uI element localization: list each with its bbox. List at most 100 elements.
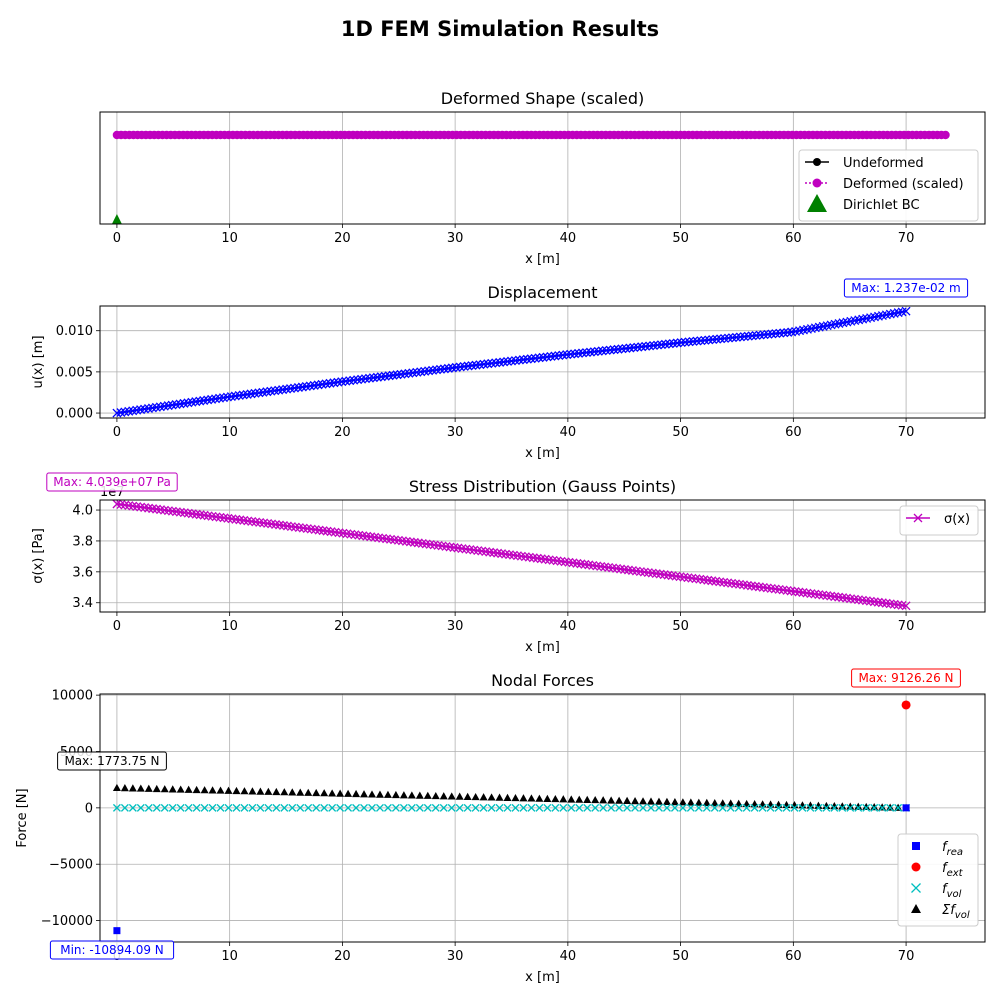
- sum-vol-force-point: [567, 795, 576, 803]
- displacement-point: [901, 306, 911, 316]
- annotation-box: [843, 278, 969, 298]
- vol-force-point: [376, 803, 384, 812]
- displacement-point: [692, 336, 702, 346]
- legend-marker: [812, 178, 822, 188]
- y-tick-label: 4.0: [72, 504, 93, 519]
- sum-vol-force-point: [232, 786, 241, 795]
- sum-vol-force-point: [822, 801, 831, 810]
- x-tick-label: 0: [113, 231, 121, 246]
- sum-vol-force-point: [280, 788, 289, 796]
- displacement-point: [720, 333, 730, 343]
- legend-label: σ(x): [944, 512, 970, 527]
- sum-vol-force-point: [447, 792, 456, 800]
- sum-vol-force-point: [160, 785, 169, 793]
- sum-vol-force-point: [838, 802, 847, 810]
- sum-vol-force-point: [726, 799, 735, 807]
- vol-force-point: [567, 803, 576, 812]
- vol-force-point: [878, 803, 887, 812]
- panels: 0 10 20 30 40 50 60 70 Deformed Shape (scaled) x …: [15, 89, 986, 985]
- displacement-point: [755, 330, 765, 340]
- legend-label-sub: vol: [955, 910, 970, 921]
- legend-label-sub: vol: [947, 889, 962, 900]
- vol-force-point: [734, 803, 743, 812]
- x-tick-label: 30: [447, 949, 464, 964]
- legend-label-base: f: [942, 861, 949, 876]
- sum-vol-force-point: [168, 785, 177, 793]
- displacement-point: [475, 360, 485, 370]
- annotation: Max: 9126.26 N: [851, 668, 961, 688]
- displacement-point: [763, 329, 773, 339]
- sum-vol-force-point: [304, 788, 313, 796]
- displacement-point: [771, 329, 781, 338]
- vol-force-point: [463, 803, 472, 812]
- vol-force-point: [471, 803, 480, 812]
- vol-force-point: [782, 803, 791, 812]
- vol-force-point: [870, 803, 879, 812]
- vol-force-point: [455, 803, 464, 812]
- sum-vol-force-point: [519, 794, 528, 802]
- vol-force-point: [814, 803, 823, 812]
- legend-marker: [911, 904, 921, 913]
- displacement-point: [684, 337, 694, 347]
- sum-vol-force-point: [296, 788, 305, 796]
- vol-force-point: [838, 803, 847, 812]
- x-axis-label: x [m]: [525, 970, 560, 985]
- axes-frame: [99, 111, 986, 225]
- sum-vol-force-point: [463, 792, 472, 800]
- legend-item: σ(x): [906, 512, 970, 527]
- y-tick-label: 3.4: [72, 596, 93, 611]
- legend-item: fext: [911, 861, 964, 879]
- sum-vol-force-point: [216, 786, 225, 794]
- x-tick-label: 20: [334, 619, 351, 634]
- sum-vol-force-point: [439, 792, 448, 800]
- sum-vol-force-point: [495, 793, 504, 801]
- displacement-point: [538, 352, 548, 362]
- sum-vol-force-point: [240, 787, 249, 795]
- annotation: Max: 4.039e+07 Pa: [46, 472, 178, 492]
- vol-force-point: [886, 803, 895, 812]
- displacement-point: [676, 338, 686, 348]
- vol-force-point: [822, 803, 831, 812]
- sum-vol-force-point: [431, 791, 440, 800]
- legend-marker: [911, 883, 921, 893]
- panel-title: Deformed Shape (scaled): [441, 89, 645, 108]
- annotation-text: Min: -10894.09 N: [60, 943, 164, 957]
- vol-force-point: [599, 803, 608, 812]
- sum-vol-force-point: [144, 784, 153, 792]
- x-tick-label: 40: [560, 619, 577, 634]
- vol-force-point: [136, 803, 145, 812]
- displacement-point: [672, 338, 682, 348]
- vol-force-point: [710, 803, 719, 812]
- vol-force-point: [758, 803, 767, 812]
- sum-vol-force-point: [192, 785, 201, 794]
- vol-force-point: [272, 803, 281, 812]
- displacement-point: [617, 344, 627, 354]
- sum-vol-force-point: [702, 798, 711, 807]
- x-tick-label: 50: [672, 949, 689, 964]
- sum-vol-force-point: [336, 789, 345, 797]
- displacement-point: [696, 336, 706, 346]
- sum-vol-force-point: [575, 795, 584, 803]
- legend-label-base: Σf: [942, 903, 957, 918]
- vol-force-point: [766, 803, 775, 812]
- displacement-point: [751, 330, 761, 340]
- plot-area: [112, 306, 911, 418]
- legend-frame: [798, 149, 979, 222]
- annotation-box: [46, 472, 178, 492]
- displacement-point: [503, 357, 513, 366]
- x-tick-label: 10: [221, 619, 238, 634]
- sum-vol-force-point: [830, 802, 839, 810]
- y-axis-label: u(x) [m]: [31, 335, 46, 388]
- displacement-point: [743, 331, 753, 341]
- vol-force-point: [120, 803, 129, 812]
- legend-label-base: f: [942, 840, 949, 855]
- vol-force-point: [144, 803, 153, 812]
- displacement-point: [558, 350, 568, 360]
- legend-label: Deformed (scaled): [843, 177, 964, 192]
- y-tick-label: −5000: [49, 858, 93, 873]
- displacement-point: [609, 345, 619, 355]
- sum-vol-force-point: [766, 800, 775, 808]
- vol-force-point: [694, 803, 703, 812]
- displacement-point: [625, 343, 635, 353]
- sum-vol-force-point: [200, 786, 209, 794]
